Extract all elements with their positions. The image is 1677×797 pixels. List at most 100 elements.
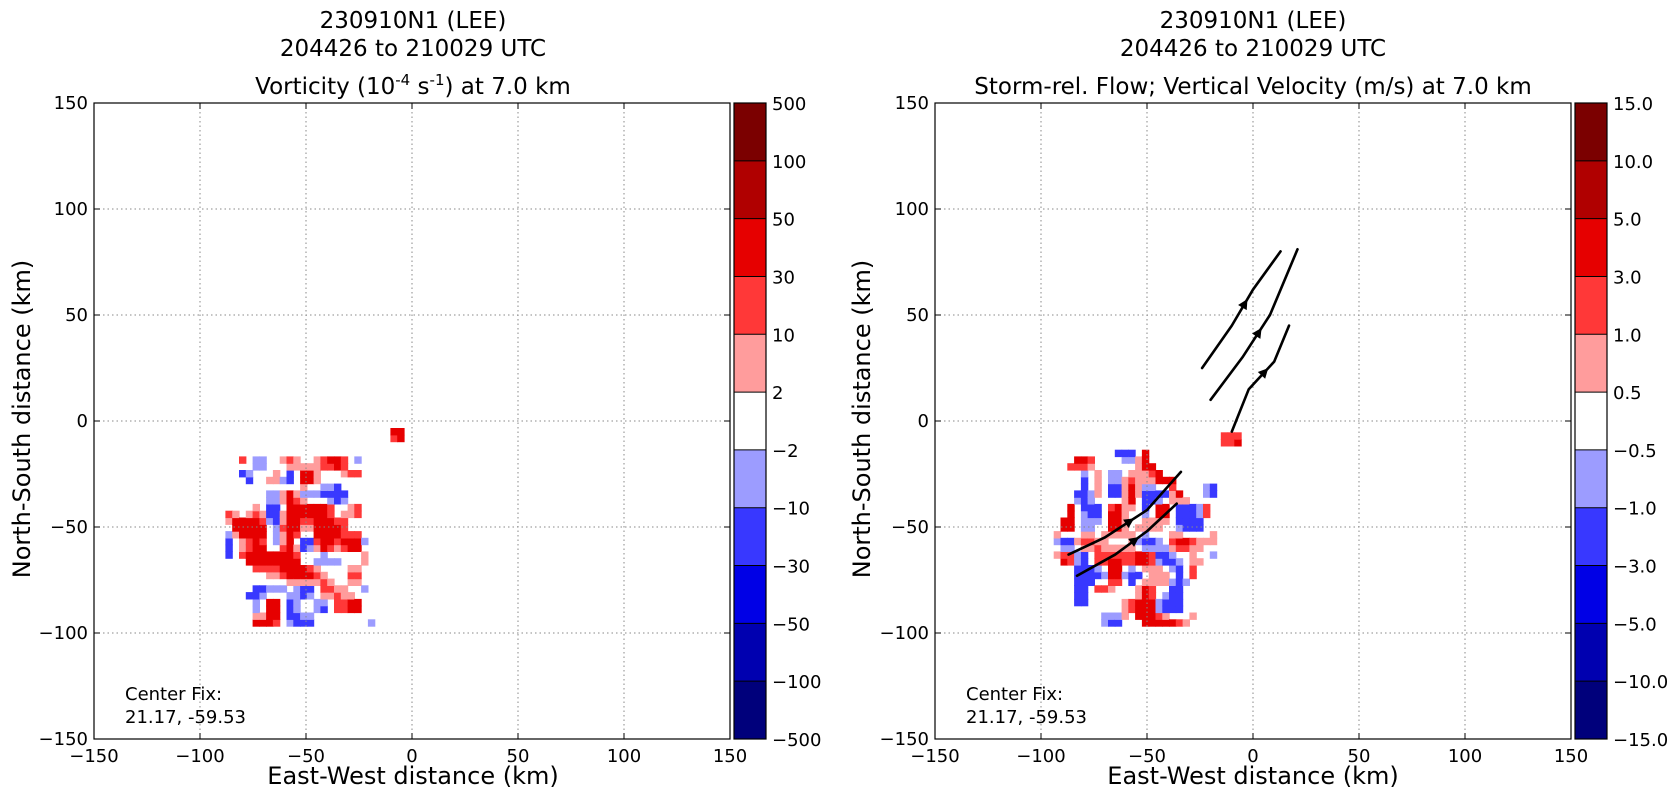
field-cell	[245, 551, 254, 559]
x-tick-label: −50	[287, 746, 325, 767]
field-cell	[340, 517, 349, 525]
field-cell	[1141, 592, 1150, 600]
field-cell	[334, 463, 342, 471]
field-cell	[306, 503, 315, 512]
field-cell	[286, 463, 294, 471]
colorbar-segment	[734, 623, 766, 682]
field-cell	[1094, 470, 1102, 478]
field-cell	[1175, 497, 1184, 505]
field-cell	[1162, 612, 1170, 620]
field-cell	[327, 558, 335, 566]
field-cell	[293, 565, 301, 573]
field-cell	[1227, 432, 1235, 440]
field-cell	[1080, 503, 1089, 512]
field-cell	[340, 470, 349, 478]
field-cell	[279, 571, 288, 580]
colorbar-segment	[1575, 507, 1607, 566]
field-cell	[286, 524, 294, 532]
field-cell	[320, 605, 328, 614]
field-cell	[1182, 510, 1190, 519]
field-cell	[259, 510, 267, 519]
field-cell	[1141, 544, 1150, 552]
field-cell	[286, 565, 294, 573]
field-cell	[1121, 449, 1129, 458]
field-cell	[1135, 470, 1143, 478]
field-cell	[286, 551, 294, 559]
field-cell	[245, 524, 254, 532]
field-cell	[293, 619, 301, 627]
field-cell	[1094, 476, 1102, 485]
field-cell	[1227, 439, 1235, 447]
field-cell	[1209, 551, 1218, 559]
colorbar-tick-label: 5.0	[1613, 210, 1642, 231]
field-cell	[334, 605, 342, 614]
field-cell	[1114, 476, 1123, 485]
field-cell	[354, 571, 362, 580]
y-tick-label: −100	[880, 623, 929, 644]
field-cell	[1128, 449, 1136, 458]
field-cell	[1169, 537, 1177, 546]
field-cell	[1141, 503, 1150, 512]
field-cell	[320, 517, 328, 525]
field-cell	[1080, 565, 1089, 573]
field-cell	[286, 598, 294, 607]
field-cell	[1175, 531, 1184, 539]
field-cell	[272, 565, 281, 573]
field-cell	[1155, 558, 1163, 566]
colorbar-tick-label: −0.5	[1613, 441, 1657, 462]
field-cell	[300, 517, 308, 525]
field-cell	[1169, 578, 1177, 586]
field-cell	[1148, 619, 1157, 627]
field-cell	[293, 598, 301, 607]
field-cell	[347, 571, 355, 580]
field-cell	[259, 537, 267, 546]
field-cell	[327, 483, 335, 491]
field-cell	[286, 537, 294, 546]
field-cell	[1148, 463, 1157, 471]
field-cell	[320, 551, 328, 559]
field-cell	[313, 470, 321, 478]
field-cell	[1053, 537, 1062, 546]
field-cell	[1067, 558, 1075, 566]
field-cell	[1080, 517, 1089, 525]
field-cell	[1080, 558, 1089, 566]
field-cell	[293, 490, 301, 498]
field-cell	[252, 598, 260, 607]
field-cell	[259, 456, 267, 464]
field-cell	[1135, 605, 1143, 614]
colorbar-tick-label: −15.0	[1613, 730, 1668, 751]
field-cell	[225, 531, 233, 539]
field-cell	[367, 619, 376, 627]
field-cell	[232, 524, 240, 532]
colorbar-segment	[734, 334, 766, 393]
field-cell	[1067, 503, 1075, 512]
field-cell	[327, 578, 335, 586]
field-cell	[1162, 476, 1170, 485]
field-cell	[327, 531, 335, 539]
field-cell	[272, 531, 281, 539]
field-cell	[245, 517, 254, 525]
y-tick-label: −50	[50, 517, 88, 538]
field-cell	[1121, 571, 1129, 580]
field-cell	[1189, 612, 1197, 620]
panel-vertical-velocity: 230910N1 (LEE) 204426 to 210029 UTC Stor…	[848, 8, 1668, 790]
field-cell	[1175, 571, 1184, 580]
field-cell	[272, 612, 281, 620]
y-tick-label: 100	[895, 199, 929, 220]
field-cell	[320, 483, 328, 491]
field-cell	[340, 592, 349, 600]
plot-area-vorticity: −150 150 −100 100 −50 50 0 0 50 −50 100 −100 150 −150	[39, 93, 748, 767]
field-cell	[1080, 463, 1089, 471]
field-cell	[279, 510, 288, 519]
field-cell	[327, 456, 335, 464]
panel-2-xlabel: East-West distance (km)	[1107, 762, 1398, 790]
field-cell	[1175, 558, 1184, 566]
x-tick-label: 0	[1247, 746, 1258, 767]
x-tick-label: 150	[713, 746, 747, 767]
field-cell	[239, 517, 247, 525]
field-cell	[300, 571, 308, 580]
field-cell	[306, 565, 315, 573]
field-cell	[293, 558, 301, 566]
field-cell	[286, 571, 294, 580]
panel-2-ylabel: North-South distance (km)	[848, 260, 876, 579]
